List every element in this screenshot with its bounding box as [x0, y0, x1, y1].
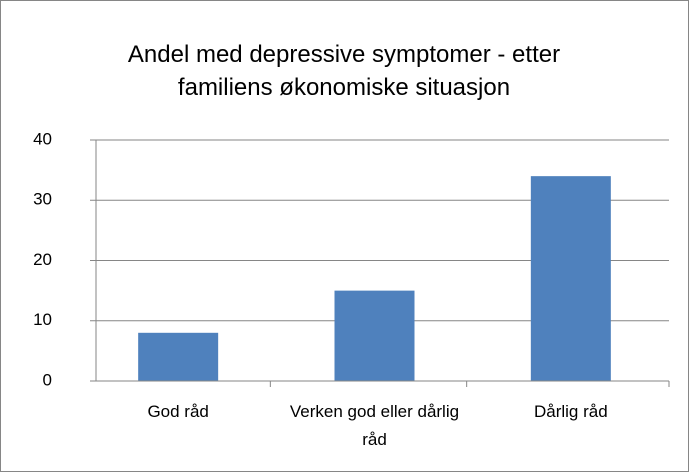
y-tick-label: 0: [43, 370, 52, 389]
y-tick-label: 10: [33, 310, 52, 329]
chart-title: Andel med depressive symptomer - etter f…: [127, 41, 561, 101]
bar: [138, 332, 219, 381]
x-tick-label: God råd: [147, 402, 209, 421]
x-tick-label: Dårlig råd: [533, 402, 608, 421]
y-tick-label: 20: [33, 250, 52, 269]
bar: [530, 176, 611, 381]
bar: [334, 290, 415, 381]
y-tick-label: 30: [33, 190, 52, 209]
x-tick-label: Verken god eller dårlig råd: [289, 402, 460, 449]
y-tick-label: 40: [33, 129, 52, 148]
